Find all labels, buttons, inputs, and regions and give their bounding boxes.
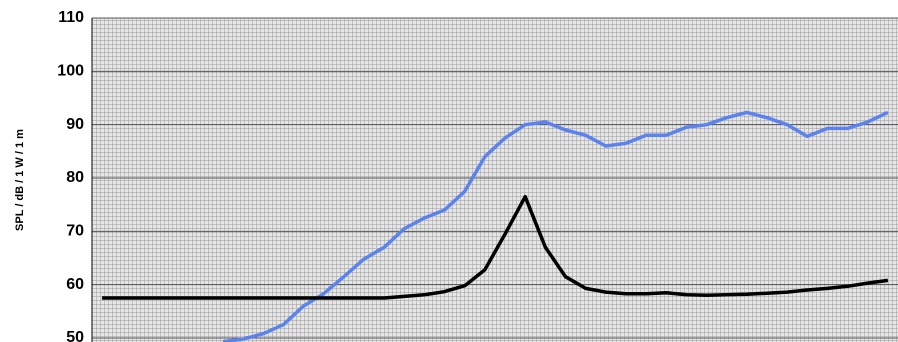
y-tick-label: 110 xyxy=(58,9,84,26)
y-tick-label: 70 xyxy=(66,223,84,240)
series-line xyxy=(102,194,889,300)
plot xyxy=(102,110,889,342)
y-tick-label: 60 xyxy=(66,276,84,293)
y-tick-label: 80 xyxy=(66,169,84,186)
plot-area xyxy=(92,18,898,342)
y-tick-label: 100 xyxy=(57,63,84,80)
y-tick-label: 50 xyxy=(66,329,84,342)
series-line xyxy=(222,110,889,342)
y-tick-label: 90 xyxy=(66,116,84,133)
y-axis-label: SPL / dB / 1 W / 1 m xyxy=(14,129,26,231)
